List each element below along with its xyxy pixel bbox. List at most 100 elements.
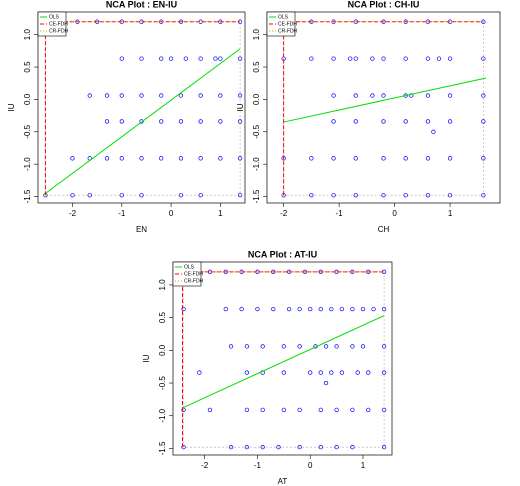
data-point — [425, 156, 431, 161]
data-point — [271, 306, 276, 312]
panel: NCA Plot : AT-IU -2 -1 0 1 -1.5 -1.0 -0.5 0.0 0.5… — [142, 249, 393, 486]
data-point — [139, 193, 144, 198]
data-point — [207, 407, 213, 413]
data-point — [329, 370, 334, 375]
scope-box — [283, 21, 484, 196]
legend-label: CR-FDH — [278, 28, 298, 34]
ceiling-line — [44, 21, 241, 196]
data-point — [104, 119, 110, 124]
ceiling-line — [283, 77, 487, 123]
x-tick-label: -2 — [201, 461, 209, 470]
x-tick-label: 0 — [392, 209, 397, 218]
data-point — [381, 193, 386, 198]
data-point — [339, 370, 345, 375]
data-point — [381, 407, 387, 413]
data-point — [425, 193, 431, 198]
x-axis-label: AT — [278, 477, 288, 486]
ceiling-line — [181, 271, 385, 448]
x-tick-label: 1 — [448, 209, 453, 218]
ceiling-line — [42, 48, 241, 196]
y-tick-label: 0.0 — [158, 344, 167, 356]
data-point — [350, 344, 355, 349]
data-point — [308, 306, 313, 312]
data-point — [339, 306, 345, 312]
data-point — [159, 156, 164, 161]
data-point — [360, 306, 366, 312]
data-point — [183, 56, 189, 61]
data-point — [237, 56, 243, 61]
data-point — [381, 306, 387, 312]
data-point — [334, 444, 339, 450]
x-tick-label: -2 — [69, 209, 77, 218]
data-point — [181, 407, 186, 413]
legend-label: CR-FDH — [49, 28, 69, 34]
data-point — [218, 93, 223, 98]
data-point — [159, 93, 164, 98]
y-tick-label: 1.0 — [252, 29, 261, 41]
data-point — [309, 56, 314, 61]
y-tick-label: 0.5 — [158, 312, 167, 324]
panel: NCA Plot : CH-IU -2 -1 0 1 -1.5 -1.0 -0.5 0.0 0.5… — [236, 0, 501, 234]
x-tick-label: -1 — [254, 461, 262, 470]
data-point — [297, 444, 302, 450]
data-point — [119, 156, 124, 161]
data-point — [228, 344, 234, 349]
data-point — [309, 156, 314, 161]
data-point — [403, 56, 408, 61]
data-point — [360, 344, 366, 349]
y-tick-label: -0.5 — [252, 124, 261, 138]
data-point — [381, 93, 386, 98]
y-tick-label: -1.0 — [158, 408, 167, 422]
y-axis-label: IU — [236, 103, 245, 111]
data-point — [197, 370, 202, 375]
data-point — [447, 56, 453, 61]
data-point — [237, 93, 243, 98]
data-point — [334, 407, 339, 413]
data-point — [286, 306, 292, 312]
data-point — [244, 444, 250, 450]
data-point — [425, 56, 431, 61]
data-point — [260, 444, 265, 450]
data-point — [353, 119, 358, 124]
data-point — [425, 93, 431, 98]
data-point — [297, 306, 302, 312]
data-point — [381, 444, 387, 450]
data-point — [139, 93, 144, 98]
data-point — [139, 156, 144, 161]
data-point — [371, 306, 376, 312]
y-tick-label: -1.0 — [23, 157, 32, 171]
data-point — [281, 370, 286, 375]
data-point — [481, 19, 486, 24]
data-point — [481, 193, 486, 198]
legend-label: OLS — [278, 14, 289, 20]
data-point — [223, 306, 228, 312]
data-point — [334, 344, 339, 349]
data-point — [318, 306, 323, 312]
scope-box — [183, 271, 385, 448]
data-point — [260, 344, 265, 349]
y-tick-label: -1.0 — [252, 157, 261, 171]
data-point — [119, 93, 124, 98]
legend-label: OLS — [49, 14, 60, 20]
x-tick-label: -1 — [118, 209, 126, 218]
data-point — [139, 119, 144, 124]
x-tick-label: 0 — [169, 209, 174, 218]
data-point — [381, 156, 386, 161]
data-point — [198, 119, 203, 124]
data-point — [104, 156, 110, 161]
legend-label: CE-FDH — [278, 21, 297, 27]
y-tick-label: -0.5 — [23, 124, 32, 138]
data-point — [353, 56, 358, 61]
data-point — [481, 56, 486, 61]
data-point — [198, 93, 203, 98]
data-point — [198, 193, 203, 198]
data-point — [178, 193, 184, 198]
data-point — [318, 370, 323, 375]
x-tick-label: -1 — [336, 209, 344, 218]
data-point — [447, 93, 453, 98]
data-point — [297, 407, 302, 413]
data-point — [244, 407, 250, 413]
y-tick-label: -1.5 — [252, 189, 261, 203]
data-point — [381, 119, 386, 124]
data-point — [276, 444, 281, 450]
